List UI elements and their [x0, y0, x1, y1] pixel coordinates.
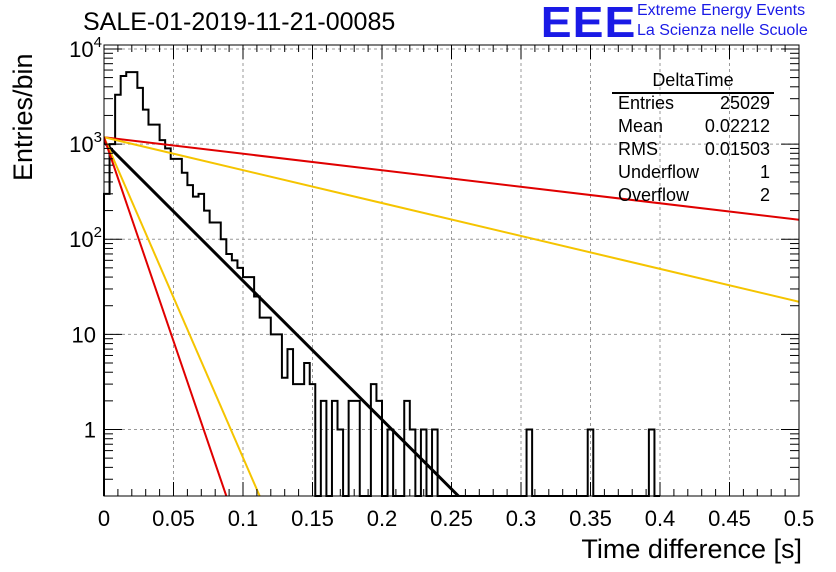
- logo-line-1: Extreme Energy Events: [637, 2, 806, 19]
- stats-title: DeltaTime: [652, 70, 734, 90]
- y-axis-label: Entries/bin: [8, 53, 38, 181]
- y-tick-label: 103: [69, 129, 102, 157]
- stats-value: 2: [759, 185, 770, 205]
- fit-line-2: [104, 136, 799, 303]
- stats-key: Underflow: [618, 162, 700, 182]
- eee-logo: EEE: [540, 0, 637, 47]
- logo-line-2: La Scienza nelle Scuole: [637, 22, 808, 39]
- fit-line-4: [104, 136, 261, 496]
- stats-row-mean: Mean 0.02212: [618, 116, 770, 138]
- stats-divider: [612, 92, 774, 94]
- x-tick-label: 0.25: [430, 506, 473, 531]
- x-tick-label: 0: [98, 506, 110, 531]
- y-tick-label: 1: [84, 417, 96, 442]
- stats-key: RMS: [618, 139, 658, 159]
- x-axis-label: Time difference [s]: [581, 534, 802, 564]
- stats-value: 1: [759, 162, 770, 182]
- stats-key: Mean: [618, 116, 664, 136]
- x-tick-label: 0.5: [784, 506, 815, 531]
- x-tick-label: 0.2: [367, 506, 398, 531]
- x-tick-label: 0.4: [645, 506, 676, 531]
- x-tick-label: 0.35: [569, 506, 612, 531]
- stats-key: Overflow: [618, 185, 690, 205]
- x-tick-label: 0.15: [291, 506, 334, 531]
- x-tick-label: 0.1: [228, 506, 259, 531]
- stats-value: 0.01503: [704, 139, 770, 159]
- fit-line-3: [104, 141, 460, 496]
- x-tick-label: 0.45: [708, 506, 751, 531]
- stats-row-underflow: Underflow 1: [618, 162, 770, 184]
- fit-line-5: [104, 136, 228, 496]
- fit-line-1: [104, 136, 799, 221]
- x-tick-label: 0.05: [152, 506, 195, 531]
- stats-row-rms: RMS 0.01503: [618, 139, 770, 161]
- y-tick-label: 102: [69, 224, 102, 252]
- stats-key: Entries: [618, 93, 675, 113]
- y-tick-label: 104: [69, 34, 102, 62]
- x-tick-label: 0.3: [506, 506, 537, 531]
- stats-value: 25029: [719, 93, 770, 113]
- stats-row-entries: Entries 25029: [618, 93, 770, 115]
- stats-value: 0.02212: [704, 116, 770, 136]
- y-tick-label: 10: [72, 322, 96, 347]
- plot-title: SALE-01-2019-11-21-00085: [83, 8, 396, 36]
- stats-row-overflow: Overflow 2: [618, 185, 770, 207]
